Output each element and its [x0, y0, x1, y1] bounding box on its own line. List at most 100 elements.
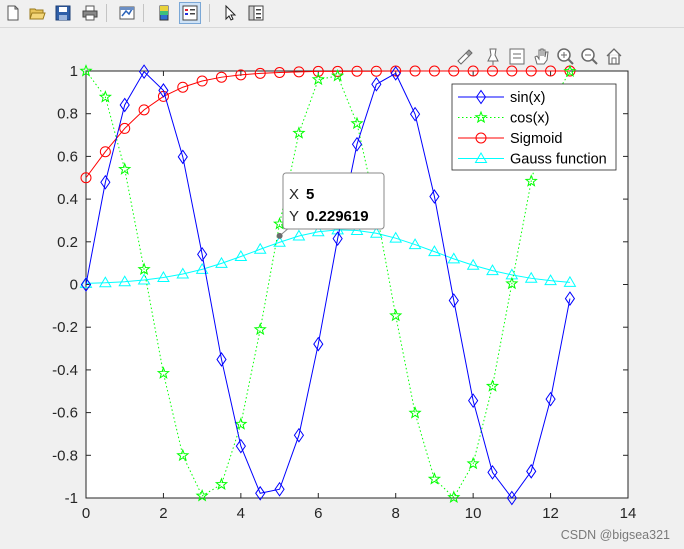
data-point [408, 238, 422, 250]
data-point [524, 174, 538, 187]
data-point [447, 490, 461, 503]
pointer-icon[interactable] [219, 2, 241, 24]
data-point [467, 65, 479, 77]
legend-marker [474, 152, 488, 163]
data-point [195, 488, 209, 502]
data-point [311, 72, 325, 86]
data-point [544, 274, 557, 286]
data-point [197, 247, 208, 262]
data-point [177, 149, 188, 165]
property-inspector-icon[interactable] [245, 2, 267, 24]
x-tick-label: 2 [159, 505, 167, 522]
data-point [137, 262, 151, 275]
data-point [118, 275, 132, 287]
data-point [408, 406, 422, 419]
data-point [564, 291, 576, 306]
datatip-x-label: X [289, 186, 299, 203]
x-tick-label: 12 [542, 505, 559, 522]
series-sigmoid [80, 65, 576, 184]
data-point [138, 64, 150, 80]
new-file-icon[interactable] [2, 2, 24, 24]
data-point [119, 122, 131, 134]
datatip-x-value: 5 [306, 186, 314, 203]
link-plot-icon[interactable] [116, 2, 138, 24]
y-tick-label: 1 [70, 63, 78, 80]
data-point [370, 65, 382, 77]
data-point [485, 379, 500, 392]
colorbar-icon[interactable] [153, 2, 175, 24]
data-point [563, 275, 577, 287]
pan-hand-icon[interactable] [534, 48, 549, 65]
data-point [468, 393, 479, 409]
data-point [486, 264, 499, 276]
data-point [447, 252, 461, 264]
data-point [292, 229, 306, 241]
datatip[interactable]: X 5 Y 0.229619 [276, 172, 385, 239]
legend-marker [475, 89, 487, 105]
legend-icon[interactable] [179, 2, 201, 24]
data-cursor-icon[interactable] [487, 48, 499, 65]
y-tick-label: 0.4 [57, 191, 78, 208]
data-point [99, 146, 111, 158]
data-point [254, 67, 266, 79]
zoom-out-icon[interactable] [581, 48, 598, 65]
x-tick-labels: 0 2 4 6 8 10 12 14 [82, 505, 637, 522]
x-tick-label: 14 [620, 505, 637, 522]
y-tick-label: 0.2 [57, 234, 78, 251]
series-line [85, 70, 571, 499]
data-point [215, 256, 228, 268]
data-point [119, 97, 130, 113]
figure-canvas: 0 2 4 6 8 10 12 14 -1 -0.8 -0.6 -0.4 -0.2 0 0.2 0.4 0.6… [52, 48, 637, 522]
data-point [466, 456, 480, 470]
data-point [98, 276, 112, 288]
data-point [312, 65, 324, 77]
y-tick-label: -0.8 [52, 447, 78, 464]
data-point [274, 481, 285, 497]
data-point [157, 270, 170, 282]
series-sin-x [80, 64, 576, 506]
y-tick-label: -0.4 [52, 362, 78, 379]
data-point [371, 76, 382, 92]
data-point [545, 391, 556, 407]
data-point [216, 352, 227, 367]
series-cos-x [79, 64, 577, 503]
data-point [80, 277, 92, 292]
legend[interactable]: sin(x) cos(x) Sigmoid Gauss function [451, 83, 617, 171]
y-tick-label: -1 [65, 490, 78, 507]
legend-toggle-icon[interactable] [509, 48, 525, 65]
data-point [351, 136, 363, 152]
y-tick-label: -0.2 [52, 319, 78, 336]
data-point [177, 81, 189, 93]
datatip-marker [276, 232, 283, 239]
data-point [234, 250, 248, 262]
data-point [293, 427, 305, 443]
open-folder-icon[interactable] [26, 2, 48, 24]
data-point [156, 366, 171, 379]
data-point [409, 65, 421, 77]
data-point [235, 438, 246, 454]
data-point [332, 231, 343, 246]
data-point [427, 472, 442, 485]
print-icon[interactable] [79, 2, 101, 24]
data-point [409, 106, 421, 122]
zoom-in-icon[interactable] [557, 48, 574, 65]
data-point [350, 116, 364, 130]
legend-label: cos(x) [510, 111, 549, 127]
toolbar-separator [143, 4, 144, 22]
home-icon[interactable] [606, 48, 622, 65]
data-point [80, 172, 92, 184]
save-icon[interactable] [52, 2, 74, 24]
data-point [506, 65, 518, 77]
data-point [311, 225, 325, 237]
toolbar-separator [209, 4, 210, 22]
data-point [331, 68, 345, 82]
legend-marker [474, 110, 488, 124]
data-point [526, 463, 537, 479]
data-point [390, 65, 401, 81]
brush-icon[interactable] [457, 49, 473, 65]
axes-toolbar [457, 48, 622, 65]
data-point [428, 245, 441, 257]
data-point [216, 71, 227, 83]
data-point [79, 64, 93, 77]
figure-toolbar [0, 0, 684, 28]
